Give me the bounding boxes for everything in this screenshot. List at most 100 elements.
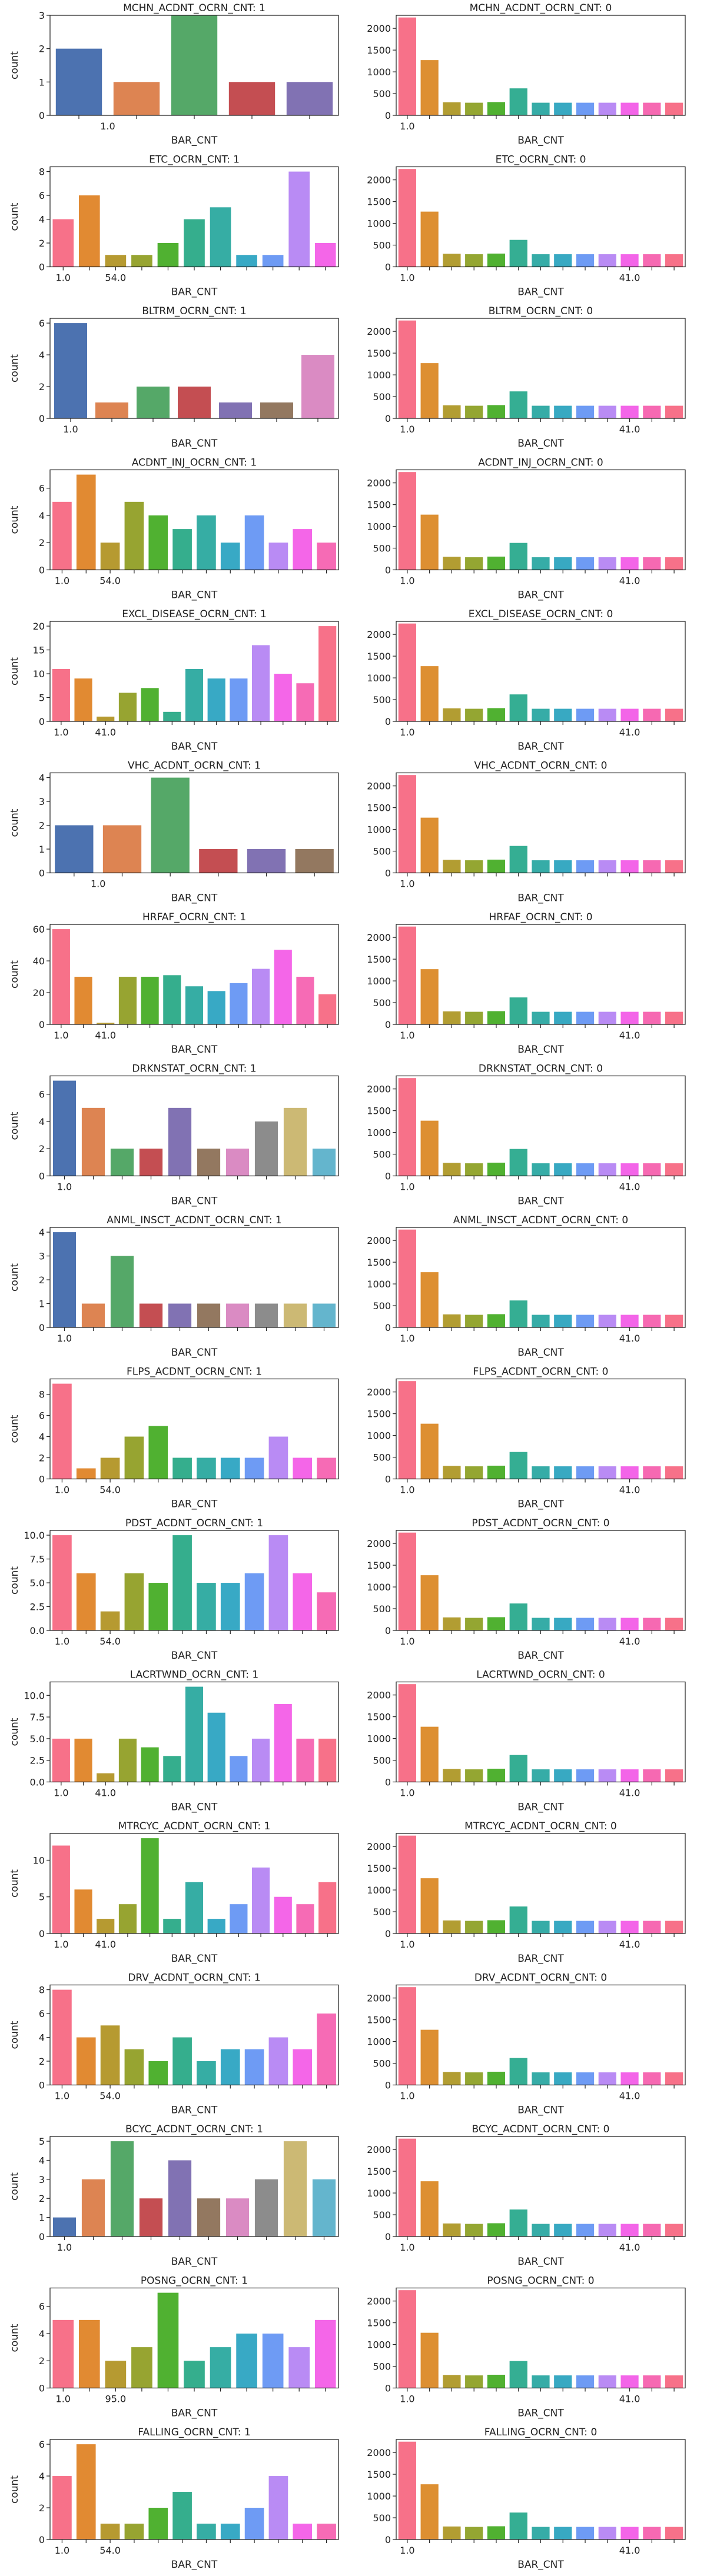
chart-24: LACRTWND_OCRN_CNT: 0 0 500 1000 1500 2000 1.0 4… bbox=[367, 1669, 686, 1813]
chart-7: ACDNT_INJ_OCRN_CNT: 1 0 2 4 6 count 1.0 54.0 BAR… bbox=[9, 457, 339, 601]
bar bbox=[443, 2223, 461, 2236]
chart-22: PDST_ACDNT_OCRN_CNT: 0 0 500 1000 1500 2000 1.… bbox=[367, 1517, 686, 1662]
bar bbox=[274, 1704, 292, 1782]
bar bbox=[532, 2224, 550, 2236]
bar bbox=[76, 2037, 96, 2085]
y-tick-label: 2000 bbox=[367, 1235, 391, 1246]
y-tick-label: 10 bbox=[33, 668, 45, 680]
chart-17: ANML_INSCT_ACDNT_OCRN_CNT: 1 0 1 2 3 4 count 1.… bbox=[9, 1214, 339, 1359]
bar bbox=[420, 60, 439, 115]
x-tick-label: 41.0 bbox=[95, 1030, 116, 1041]
bar bbox=[74, 678, 92, 721]
y-tick-label: 0 bbox=[385, 716, 391, 727]
bar bbox=[398, 1381, 416, 1479]
y-axis-label: count bbox=[9, 505, 21, 534]
x-tick-label: 41.0 bbox=[619, 2091, 640, 2102]
y-tick-label: 1500 bbox=[367, 1712, 391, 1723]
x-tick-label: 41.0 bbox=[619, 575, 640, 587]
chart-25: MTRCYC_ACDNT_OCRN_CNT: 1 0 5 10 count 1.0 41.0… bbox=[9, 1820, 339, 1965]
y-tick-label: 8 bbox=[39, 167, 45, 178]
bar bbox=[137, 387, 170, 418]
x-axis-label: BAR_CNT bbox=[171, 1802, 218, 1813]
bar bbox=[576, 1163, 595, 1176]
bar bbox=[443, 2072, 461, 2085]
y-tick-label: 2000 bbox=[367, 629, 391, 640]
bar bbox=[420, 1272, 439, 1327]
bar bbox=[443, 102, 461, 115]
chart-title: HRFAF_OCRN_CNT: 1 bbox=[142, 911, 246, 923]
bar bbox=[598, 1314, 616, 1327]
bar bbox=[598, 1163, 616, 1176]
chart-18: ANML_INSCT_ACDNT_OCRN_CNT: 0 0 500 1000 1500… bbox=[367, 1214, 686, 1359]
y-tick-label: 2000 bbox=[367, 1084, 391, 1095]
y-tick-label: 2 bbox=[39, 381, 45, 392]
bar bbox=[185, 1686, 204, 1782]
plot-frame bbox=[396, 1227, 686, 1328]
bar bbox=[665, 405, 683, 418]
bar bbox=[124, 501, 144, 570]
chart-28: DRV_ACDNT_OCRN_CNT: 0 0 500 1000 1500 2000 1.0… bbox=[367, 1972, 686, 2116]
chart-16: DRKNSTAT_OCRN_CNT: 0 0 500 1000 1500 2000 1.0 4… bbox=[367, 1063, 686, 1207]
y-tick-label: 10 bbox=[33, 1855, 45, 1866]
bar bbox=[598, 860, 616, 873]
x-tick-label: 1.0 bbox=[57, 1182, 72, 1193]
bar bbox=[317, 543, 336, 570]
x-tick-label: 41.0 bbox=[619, 2242, 640, 2253]
bar bbox=[509, 1149, 527, 1176]
bar bbox=[293, 1573, 313, 1630]
bar bbox=[274, 674, 292, 721]
bar bbox=[148, 1426, 168, 1479]
x-tick-label: 1.0 bbox=[57, 1333, 72, 1344]
bar bbox=[620, 860, 639, 873]
bar bbox=[509, 2361, 527, 2388]
bar bbox=[76, 1468, 96, 1479]
y-tick-label: 2 bbox=[39, 44, 45, 55]
bar bbox=[52, 929, 70, 1024]
y-tick-label: 5 bbox=[39, 693, 45, 704]
x-tick-label: 1.0 bbox=[400, 1636, 414, 1647]
bar bbox=[398, 623, 416, 721]
y-tick-label: 4 bbox=[39, 350, 45, 361]
y-tick-label: 500 bbox=[373, 1603, 391, 1615]
x-tick-label: 54.0 bbox=[105, 272, 127, 284]
y-tick-label: 2000 bbox=[367, 2296, 391, 2307]
bar bbox=[163, 1756, 181, 1782]
bar bbox=[620, 2224, 639, 2236]
bar bbox=[665, 1618, 683, 1630]
y-tick-label: 0.0 bbox=[30, 1625, 45, 1636]
x-tick-label: 1.0 bbox=[400, 121, 414, 132]
y-tick-label: 0 bbox=[385, 868, 391, 879]
y-tick-label: 1500 bbox=[367, 1560, 391, 1571]
bar bbox=[487, 1768, 506, 1782]
y-tick-label: 6 bbox=[39, 1089, 45, 1100]
y-tick-label: 0 bbox=[385, 1928, 391, 1939]
bar bbox=[576, 1921, 595, 1933]
y-tick-label: 4 bbox=[39, 1227, 45, 1238]
bar bbox=[509, 391, 527, 418]
chart-title: POSNG_OCRN_CNT: 0 bbox=[487, 2275, 594, 2287]
y-tick-label: 6 bbox=[39, 318, 45, 329]
bar bbox=[665, 1921, 683, 1933]
bar bbox=[576, 2527, 595, 2540]
y-tick-label: 500 bbox=[373, 846, 391, 857]
y-tick-label: 0 bbox=[385, 1019, 391, 1030]
y-tick-label: 10.0 bbox=[24, 1690, 45, 1701]
x-tick-label: 1.0 bbox=[55, 575, 69, 587]
bar bbox=[296, 1738, 314, 1782]
x-tick-label: 1.0 bbox=[57, 2242, 72, 2253]
bar bbox=[620, 1921, 639, 1933]
y-tick-label: 3 bbox=[39, 796, 45, 807]
bar bbox=[487, 2374, 506, 2388]
x-axis-label: BAR_CNT bbox=[171, 1499, 218, 1510]
bar bbox=[110, 2141, 134, 2236]
y-axis-label: count bbox=[9, 657, 21, 685]
y-tick-label: 8 bbox=[39, 1985, 45, 1996]
chart-29: BCYC_ACDNT_OCRN_CNT: 1 0 1 2 3 4 5 count 1.0 BAR_… bbox=[9, 2124, 339, 2268]
bar bbox=[643, 708, 661, 721]
bar bbox=[76, 474, 96, 570]
bar bbox=[487, 2526, 506, 2540]
bar bbox=[185, 668, 204, 721]
bar bbox=[643, 1921, 661, 1933]
y-tick-label: 4 bbox=[39, 1116, 45, 1127]
